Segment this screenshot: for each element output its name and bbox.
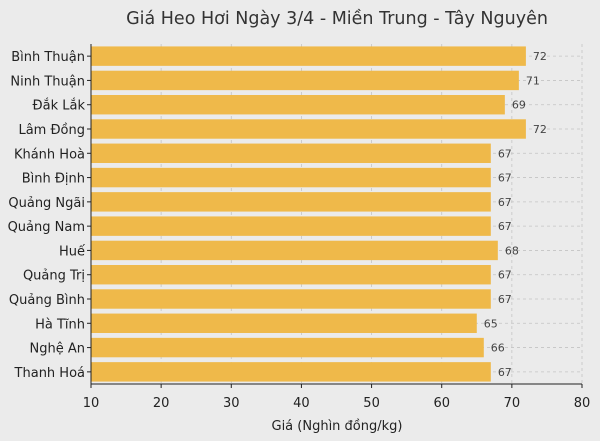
y-tick-label: Nghệ An <box>30 342 85 357</box>
bar <box>91 337 484 358</box>
bar <box>91 240 498 261</box>
y-tick-label: Lâm Đồng <box>18 123 85 138</box>
axes <box>90 44 582 385</box>
y-tick-label: Ninh Thuận <box>10 74 85 89</box>
bars <box>91 46 526 382</box>
y-tick-label: Thanh Hoá <box>14 366 85 381</box>
data-label: 69 <box>512 99 526 112</box>
data-label: 67 <box>498 366 512 379</box>
y-tick-label: Bình Thuận <box>11 50 85 65</box>
data-label: 72 <box>533 123 547 136</box>
y-tick-labels: Bình Thuận Ninh Thuận Đắk Lắk Lâm Đồng Khánh… <box>8 50 91 381</box>
bar <box>91 313 477 333</box>
chart-title: Giá Heo Hơi Ngày 3/4 - Miền Trung - Tây … <box>126 8 548 29</box>
bar <box>91 95 505 115</box>
data-label: 67 <box>498 196 512 209</box>
data-label: 71 <box>526 74 540 87</box>
y-tick-label: Quảng Trị <box>23 269 85 284</box>
data-label: 67 <box>498 147 512 160</box>
bar <box>91 119 526 139</box>
bar <box>91 362 491 382</box>
data-label: 67 <box>498 293 512 306</box>
y-tick-label: Hà Tĩnh <box>35 317 85 332</box>
x-tick-label: 70 <box>504 396 521 411</box>
bar <box>91 265 491 285</box>
y-tick-label: Khánh Hoà <box>14 147 85 162</box>
bar <box>91 46 526 66</box>
data-label: 67 <box>498 172 512 185</box>
x-tick-labels: 10 20 30 40 50 60 70 80 <box>83 384 591 411</box>
data-label: 66 <box>491 342 505 355</box>
x-tick-label: 30 <box>223 396 240 411</box>
y-tick-label: Huế <box>59 244 85 259</box>
x-tick-label: 20 <box>153 396 170 411</box>
bar <box>91 216 491 236</box>
y-tick-label: Quảng Nam <box>8 220 85 235</box>
y-tick-label: Đắk Lắk <box>33 99 86 114</box>
data-label: 65 <box>484 317 498 330</box>
data-label: 67 <box>498 269 512 282</box>
x-tick-label: 60 <box>433 396 450 411</box>
x-tick-label: 10 <box>83 396 100 411</box>
x-tick-label: 40 <box>293 396 310 411</box>
x-tick-label: 50 <box>363 396 380 411</box>
bar <box>91 167 491 188</box>
x-tick-label: 80 <box>574 396 591 411</box>
y-tick-label: Quảng Ngãi <box>8 196 85 211</box>
bar <box>91 192 491 212</box>
grid-lines <box>91 44 583 384</box>
bar <box>91 70 519 91</box>
x-axis-label: Giá (Nghìn đồng/kg) <box>272 419 403 434</box>
data-label: 67 <box>498 220 512 233</box>
bar <box>91 143 491 163</box>
data-label: 68 <box>505 244 519 257</box>
y-tick-label: Quảng Bình <box>9 293 85 308</box>
bar <box>91 289 491 309</box>
data-label: 72 <box>533 50 547 63</box>
y-tick-label: Bình Định <box>22 172 85 187</box>
